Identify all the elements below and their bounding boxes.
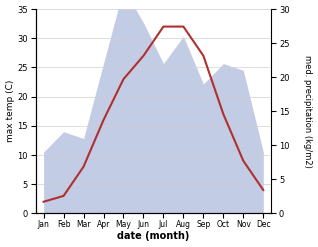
X-axis label: date (month): date (month) xyxy=(117,231,190,242)
Y-axis label: med. precipitation (kg/m2): med. precipitation (kg/m2) xyxy=(303,55,313,168)
Y-axis label: max temp (C): max temp (C) xyxy=(5,80,15,143)
